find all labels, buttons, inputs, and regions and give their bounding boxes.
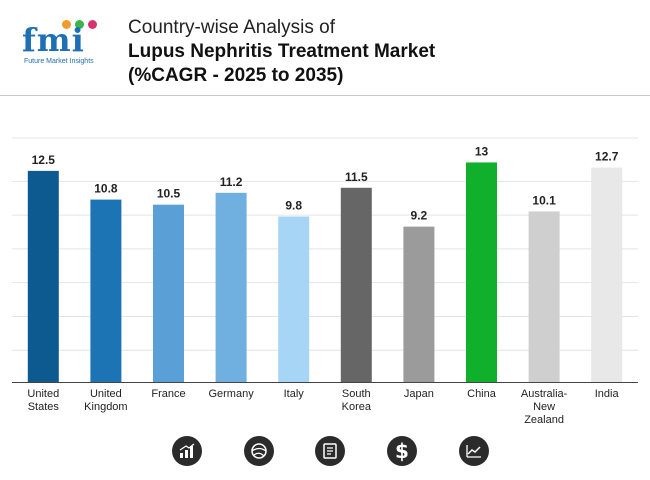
bar-italy bbox=[278, 216, 310, 382]
title-line-1: Country-wise Analysis of bbox=[128, 17, 335, 38]
bar-germany bbox=[215, 192, 247, 382]
bar-japan bbox=[403, 226, 435, 382]
data-label: 10.1 bbox=[532, 193, 556, 207]
bar-china bbox=[466, 162, 497, 382]
x-tick-label: France bbox=[151, 388, 186, 400]
fmi-logo: fmi Future Market Insights bbox=[22, 14, 112, 65]
x-tick-label: United States bbox=[27, 388, 60, 413]
data-label: 9.2 bbox=[411, 209, 428, 223]
data-label: 12.5 bbox=[32, 153, 56, 167]
x-tick-label: United Kingdom bbox=[84, 388, 128, 413]
data-label: 10.5 bbox=[157, 187, 181, 201]
bar-france bbox=[153, 204, 184, 382]
bar-chart: 12.5 10.8 10.5 11.2 9.8 11.5 9.2 13 10.1 12.7 bbox=[12, 137, 638, 383]
bar-united-kingdom bbox=[90, 199, 122, 382]
logo-subtext: Future Market Insights bbox=[24, 58, 94, 65]
header: fmi Future Market Insights Country-wise … bbox=[0, 0, 650, 96]
title-line-2: Lupus Nephritis Treatment Market bbox=[128, 41, 436, 62]
logo-dots bbox=[62, 16, 101, 34]
dollar-icon[interactable]: $ bbox=[387, 436, 417, 466]
header-divider bbox=[0, 95, 650, 96]
bar-south-korea bbox=[340, 187, 372, 382]
x-tick-label: Australia- New Zealand bbox=[520, 388, 568, 426]
data-label: 10.8 bbox=[94, 182, 118, 196]
data-label: 9.8 bbox=[285, 198, 302, 212]
data-label: 11.5 bbox=[345, 170, 368, 184]
x-tick-label: South Korea bbox=[341, 388, 371, 413]
x-tick-label: India bbox=[594, 388, 619, 400]
footer-icons: $ bbox=[0, 436, 650, 470]
data-label: 11.2 bbox=[220, 175, 243, 189]
document-icon[interactable] bbox=[315, 436, 345, 466]
bar-united-states bbox=[27, 170, 59, 382]
x-tick-label: Italy bbox=[283, 388, 304, 400]
globe-icon[interactable] bbox=[244, 436, 274, 466]
data-label: 13 bbox=[475, 144, 489, 158]
logo-text: fmi bbox=[22, 21, 85, 59]
bar-chart-icon[interactable] bbox=[172, 436, 202, 466]
x-tick-label: China bbox=[467, 388, 496, 400]
title-line-3: (%CAGR - 2025 to 2035) bbox=[128, 65, 344, 86]
bar-india bbox=[591, 167, 623, 382]
chart-title: Country-wise Analysis of Lupus Nephritis… bbox=[128, 16, 435, 88]
x-tick-label: Japan bbox=[403, 388, 434, 400]
line-chart-icon[interactable] bbox=[459, 436, 489, 466]
x-tick-label: Germany bbox=[208, 388, 254, 400]
data-label: 12.7 bbox=[595, 150, 619, 164]
bar-australia-new-zealand bbox=[528, 211, 560, 382]
